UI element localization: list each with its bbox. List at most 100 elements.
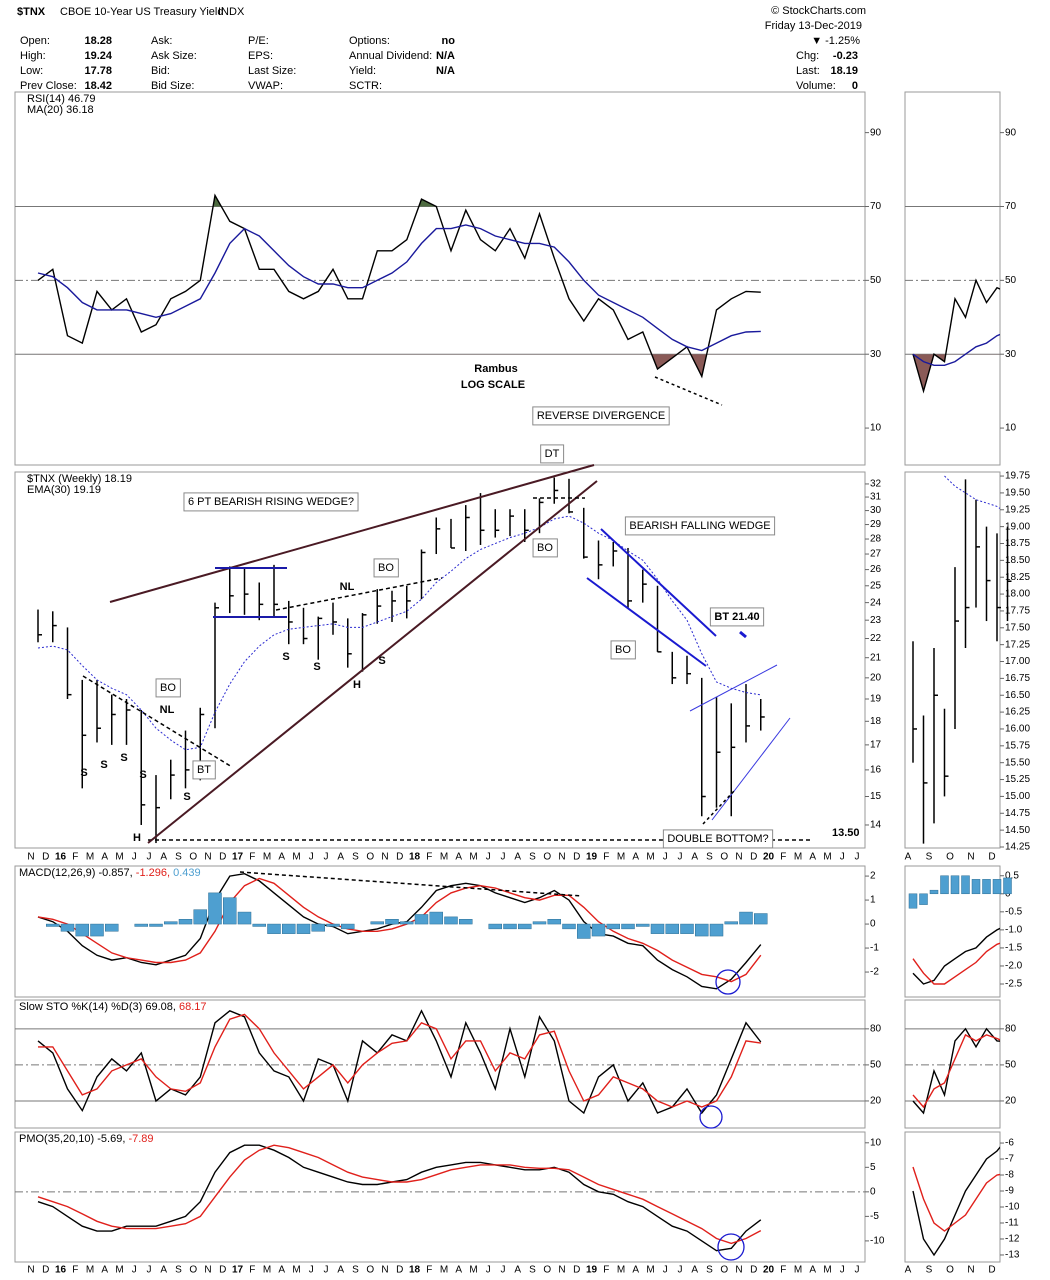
x-tick-label: M: [440, 852, 448, 863]
x-tick-label: N: [27, 1265, 34, 1276]
legend: Slow STO %K(14) %D(3) 69.08, 68.17: [19, 1001, 207, 1013]
y-tick-label: 30: [870, 349, 882, 360]
x-tick-label: A: [278, 852, 285, 863]
x-tick-label: M: [115, 1265, 123, 1276]
y-tick-label: 90: [1005, 127, 1017, 138]
channel-line: [689, 664, 778, 712]
neckline: [82, 675, 233, 768]
x-tick-label: D: [396, 1265, 403, 1276]
histogram-bar: [282, 923, 296, 934]
x-tick-label: A: [101, 852, 108, 863]
x-tick-label: O: [189, 1265, 197, 1276]
x-tick-label: N: [381, 1265, 388, 1276]
y-tick-label: 32: [870, 479, 882, 490]
histogram-bar: [370, 921, 384, 925]
quote-label: SCTR:: [349, 80, 382, 92]
x-tick-label: A: [101, 1265, 108, 1276]
histogram-bar: [919, 893, 928, 905]
y-tick-label: 19.75: [1005, 471, 1030, 482]
histogram-bar: [296, 923, 311, 934]
percent-change: ▼ -1.25%: [811, 35, 860, 47]
panel: [904, 1131, 1001, 1263]
stat-value: -0.23: [833, 50, 858, 62]
y-tick-label: 30: [870, 505, 882, 516]
annotation: BO: [615, 644, 631, 656]
x-tick-label: M: [823, 1265, 831, 1276]
histogram-bar: [46, 923, 60, 927]
x-tick-label: D: [988, 852, 995, 863]
x-tick-label: N: [558, 1265, 565, 1276]
y-tick-label: 18.25: [1005, 572, 1030, 583]
histogram-bar: [739, 911, 753, 925]
x-tick-label: J: [840, 1265, 845, 1276]
macd-trend-line: [239, 871, 583, 897]
annotation: S: [282, 651, 289, 663]
x-tick-label: J: [855, 1265, 860, 1276]
legend-entry: 0.439: [173, 867, 201, 879]
histogram-bar: [547, 919, 561, 925]
y-tick-label: 19.25: [1005, 504, 1030, 515]
x-tick-label: F: [426, 852, 432, 863]
legend-entry: EMA(30) 19.19: [27, 484, 101, 496]
y-tick-label: 16.25: [1005, 707, 1030, 718]
x-tick-label: M: [617, 852, 625, 863]
neckline: [275, 577, 443, 611]
histogram-bar: [267, 923, 281, 934]
stat-label: Chg:: [796, 50, 819, 62]
level-fill: [38, 195, 761, 207]
x-tick-label: D: [750, 1265, 757, 1276]
y-tick-label: 18: [870, 716, 882, 727]
y-tick-label: 1: [870, 895, 876, 906]
series-line: [37, 1144, 762, 1245]
x-tick-label: N: [204, 852, 211, 863]
x-tick-label: 20: [763, 1265, 775, 1276]
y-tick-label: -5: [870, 1211, 879, 1222]
x-tick-label: D: [750, 852, 757, 863]
x-tick-label: N: [967, 852, 974, 863]
x-tick-label: F: [72, 852, 78, 863]
y-tick-label: 27: [870, 549, 882, 560]
quote-label: Ask:: [151, 35, 172, 47]
stat-value: 18.19: [830, 65, 858, 77]
annotation: S: [183, 791, 190, 803]
y-tick-label: 0.5: [1005, 870, 1019, 881]
y-tick-label: -1.0: [1005, 925, 1023, 936]
x-tick-label: M: [469, 852, 477, 863]
histogram-bar: [429, 911, 443, 925]
x-tick-label: A: [455, 852, 462, 863]
y-tick-label: 0: [870, 919, 876, 930]
y-tick-label: 70: [1005, 201, 1017, 212]
quote-label: Open:: [20, 35, 50, 47]
y-tick-label: 5: [870, 1162, 876, 1173]
y-tick-label: 18.00: [1005, 589, 1030, 600]
histogram-bar: [606, 923, 620, 930]
x-tick-label: A: [809, 852, 816, 863]
histogram-bar: [164, 921, 178, 925]
x-tick-label: 18: [409, 852, 421, 863]
y-tick-label: 19: [870, 694, 882, 705]
x-tick-label: A: [632, 1265, 639, 1276]
y-tick-label: -2: [870, 967, 879, 978]
y-tick-label: 15.50: [1005, 757, 1030, 768]
x-tick-label: J: [309, 1265, 314, 1276]
quote-label: Annual Dividend:: [349, 50, 432, 62]
x-tick-label: 16: [55, 852, 67, 863]
y-tick-label: 19.50: [1005, 488, 1030, 499]
annotation: BO: [378, 562, 394, 574]
x-tick-label: A: [514, 852, 521, 863]
annotation-box: [532, 406, 670, 426]
annotation: Rambus: [474, 363, 517, 375]
y-tick-label: -8: [1005, 1170, 1014, 1181]
annotation: S: [80, 767, 87, 779]
x-tick-label: S: [706, 1265, 713, 1276]
histogram-bar: [252, 923, 266, 927]
x-tick-label: S: [926, 1265, 933, 1276]
y-tick-label: 26: [870, 564, 882, 575]
y-tick-label: 25: [870, 580, 882, 591]
panel: [14, 91, 866, 466]
legend-entry: RSI(14) 46.79: [27, 93, 95, 105]
y-tick-label: 16.50: [1005, 690, 1030, 701]
y-tick-label: 17.75: [1005, 606, 1030, 617]
wedge-line: [109, 464, 595, 603]
panel: [14, 865, 866, 998]
